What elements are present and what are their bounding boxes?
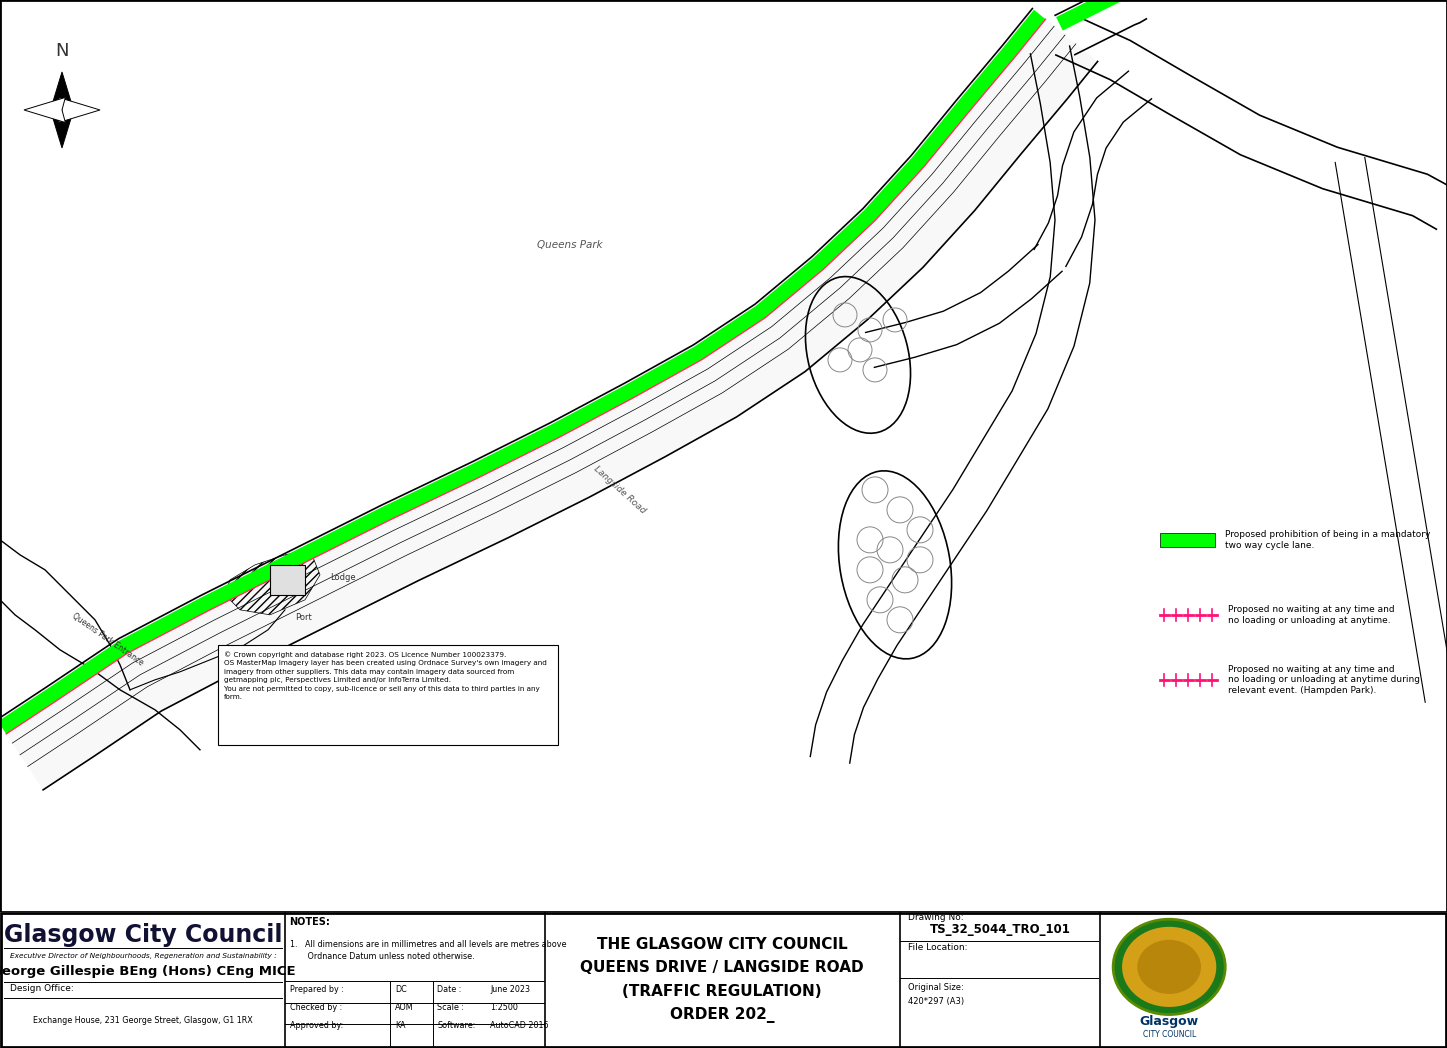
- Text: AOM: AOM: [395, 1003, 414, 1012]
- Text: Prepared by :: Prepared by :: [289, 985, 344, 995]
- Text: Drawing No:: Drawing No:: [909, 913, 964, 922]
- Polygon shape: [0, 8, 1098, 790]
- Polygon shape: [25, 97, 65, 123]
- Polygon shape: [0, 9, 1046, 734]
- Bar: [1160, 532, 1215, 547]
- Text: Software:: Software:: [437, 1022, 476, 1030]
- Text: George Gillespie BEng (Hons) CEng MICE: George Gillespie BEng (Hons) CEng MICE: [0, 965, 295, 979]
- Text: 1:2500: 1:2500: [491, 1003, 518, 1012]
- Text: Proposed no waiting at any time and
no loading or unloading at anytime.: Proposed no waiting at any time and no l…: [1229, 605, 1395, 625]
- Text: 1.   All dimensions are in millimetres and all levels are metres above
       Or: 1. All dimensions are in millimetres and…: [289, 940, 566, 961]
- Text: Executive Director of Neighbourhoods, Regeneration and Sustainability :: Executive Director of Neighbourhoods, Re…: [10, 953, 276, 959]
- Text: KA: KA: [395, 1022, 405, 1030]
- Text: Exchange House, 231 George Street, Glasgow, G1 1RX: Exchange House, 231 George Street, Glasg…: [33, 1017, 253, 1025]
- Text: Proposed prohibition of being in a mandatory
two way cycle lane.: Proposed prohibition of being in a manda…: [1226, 530, 1431, 549]
- Polygon shape: [49, 107, 75, 148]
- Text: Approved by:: Approved by:: [289, 1022, 343, 1030]
- Polygon shape: [49, 72, 75, 113]
- FancyBboxPatch shape: [218, 645, 559, 745]
- Text: N: N: [55, 42, 69, 60]
- Circle shape: [1113, 919, 1226, 1014]
- Text: Scale :: Scale :: [437, 1003, 464, 1012]
- Text: Checked by :: Checked by :: [289, 1003, 343, 1012]
- Text: CITY COUNCIL: CITY COUNCIL: [1143, 1029, 1195, 1039]
- Text: Design Office:: Design Office:: [10, 984, 74, 994]
- Text: DC: DC: [395, 985, 407, 995]
- Text: Glasgow City Council: Glasgow City Council: [4, 923, 282, 946]
- Text: Queens Park: Queens Park: [537, 240, 603, 249]
- Circle shape: [1137, 940, 1201, 994]
- Bar: [271, 565, 305, 595]
- Text: Port: Port: [295, 613, 311, 623]
- Text: Langside Road: Langside Road: [592, 464, 648, 516]
- Text: Glasgow: Glasgow: [1140, 1014, 1198, 1027]
- Text: Lodge: Lodge: [330, 573, 356, 583]
- Text: Proposed no waiting at any time and
no loading or unloading at anytime during
re: Proposed no waiting at any time and no l…: [1229, 664, 1420, 695]
- Text: Original Size:: Original Size:: [909, 983, 964, 992]
- Text: Queens Park Entrance: Queens Park Entrance: [71, 612, 145, 668]
- Text: File Location:: File Location:: [909, 943, 968, 953]
- Text: Date :: Date :: [437, 985, 462, 995]
- Text: TS_32_5044_TRO_101: TS_32_5044_TRO_101: [929, 923, 1071, 936]
- Text: June 2023: June 2023: [491, 985, 530, 995]
- Polygon shape: [1056, 0, 1133, 30]
- Text: AutoCAD 2016: AutoCAD 2016: [491, 1022, 548, 1030]
- Circle shape: [1121, 926, 1217, 1007]
- Text: NOTES:: NOTES:: [289, 917, 330, 926]
- Text: 420*297 (A3): 420*297 (A3): [909, 998, 964, 1006]
- Polygon shape: [59, 97, 100, 123]
- Text: © Crown copyright and database right 2023. OS Licence Number 100023379.
OS Maste: © Crown copyright and database right 202…: [224, 651, 547, 700]
- Text: THE GLASGOW CITY COUNCIL
QUEENS DRIVE / LANGSIDE ROAD
(TRAFFIC REGULATION)
ORDER: THE GLASGOW CITY COUNCIL QUEENS DRIVE / …: [580, 937, 864, 1023]
